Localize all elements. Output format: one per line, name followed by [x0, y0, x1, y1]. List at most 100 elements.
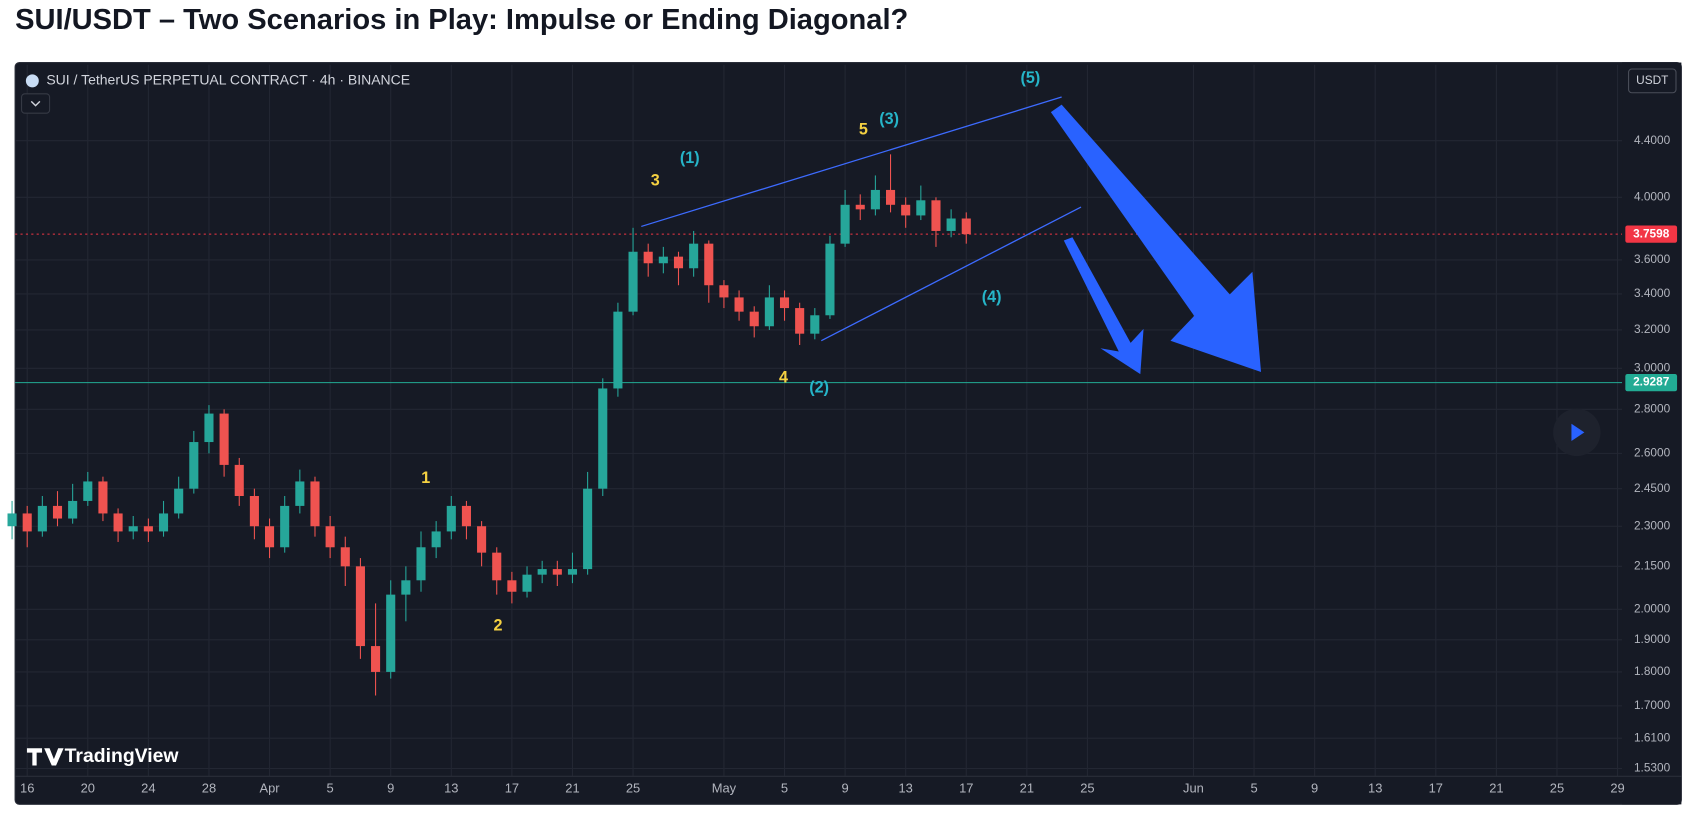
- candle-body: [719, 285, 729, 298]
- candle-body: [158, 513, 169, 532]
- y-tick-label: 1.5300: [1634, 761, 1671, 775]
- candle-body: [673, 256, 684, 269]
- candle-body: [522, 574, 532, 592]
- candle-body: [265, 526, 275, 548]
- candle-body: [431, 531, 441, 548]
- y-tick-label: 2.8000: [1634, 401, 1671, 415]
- wave-label: 1: [421, 469, 430, 487]
- wave-label: 4: [779, 369, 788, 387]
- candle-body: [689, 243, 699, 269]
- y-tick-label: 2.6000: [1634, 445, 1671, 459]
- candle-body: [295, 481, 305, 506]
- y-tick-label: 3.0000: [1634, 360, 1671, 374]
- wave-label: (2): [809, 378, 829, 396]
- x-tick-label: 9: [842, 781, 849, 796]
- candle-body: [219, 413, 229, 465]
- candle-body: [355, 566, 365, 647]
- x-tick-label: 5: [1250, 781, 1257, 796]
- lower-trendline: [820, 206, 1082, 342]
- candle-body: [931, 200, 941, 231]
- x-tick-label: 25: [626, 781, 640, 796]
- wave-label: (5): [1021, 69, 1041, 87]
- wave-label: 3: [651, 171, 660, 189]
- candle-body: [83, 481, 93, 501]
- candle-body: [734, 297, 744, 312]
- candle-body: [613, 311, 623, 389]
- candle-body: [113, 513, 123, 532]
- large-arrow: [1050, 104, 1262, 372]
- candle-body: [961, 218, 971, 235]
- candle-body: [704, 243, 714, 286]
- candle-body: [598, 388, 608, 489]
- x-tick-label: 13: [1368, 781, 1382, 796]
- small-arrow: [1063, 237, 1144, 375]
- y-tick-label: 2.1500: [1634, 558, 1671, 572]
- candle-body: [764, 297, 774, 327]
- candle-body: [128, 526, 138, 532]
- y-tick-label: 3.4000: [1634, 286, 1671, 300]
- x-tick-label: 13: [898, 781, 912, 796]
- candle-body: [749, 311, 759, 327]
- x-tick-label: 25: [1080, 781, 1094, 796]
- candle-body: [416, 547, 426, 581]
- candle-body: [840, 204, 850, 244]
- x-tick-label: 17: [959, 781, 973, 796]
- x-tick-label: 24: [141, 781, 155, 796]
- x-tick-label: 29: [1610, 781, 1624, 796]
- y-tick-label: 1.7000: [1634, 698, 1671, 712]
- candle-body: [371, 646, 381, 672]
- x-tick-label: 5: [781, 781, 788, 796]
- post-title: SUI/USDT – Two Scenarios in Play: Impuls…: [15, 4, 908, 36]
- candle-body: [870, 189, 880, 210]
- wave-label: (4): [982, 288, 1002, 306]
- y-tick-label: 2.0000: [1634, 601, 1671, 615]
- candle-body: [825, 243, 835, 316]
- y-tick-label: 1.9000: [1634, 632, 1671, 646]
- candle-body: [310, 481, 320, 527]
- candle-body: [204, 413, 214, 443]
- candle-body: [492, 552, 502, 581]
- wave-label: 2: [493, 617, 502, 635]
- y-tick-label: 4.4000: [1634, 133, 1671, 147]
- x-tick-label: 20: [81, 781, 95, 796]
- candle-body: [916, 200, 926, 216]
- collapse-button[interactable]: [21, 93, 51, 114]
- candles: [7, 154, 971, 696]
- candle-body: [477, 526, 487, 553]
- y-tick-label: 2.3000: [1634, 518, 1671, 532]
- candle-body: [810, 315, 820, 334]
- y-tick-label: 2.4500: [1634, 481, 1671, 495]
- candle-body: [401, 580, 411, 595]
- x-tick-label: 25: [1550, 781, 1564, 796]
- x-tick-label: 28: [202, 781, 216, 796]
- candle-body: [234, 464, 244, 497]
- x-tick-label: May: [712, 781, 737, 796]
- price-lines: [15, 233, 1623, 384]
- watermark: TradingView: [65, 745, 180, 767]
- candle-body: [507, 580, 517, 592]
- price-tag: [1625, 373, 1678, 392]
- candle-body: [52, 505, 63, 519]
- candle-body: [643, 251, 653, 264]
- y-tick-label: 1.6100: [1634, 730, 1671, 744]
- y-tick-label: 1.8000: [1634, 664, 1671, 678]
- x-tick-label: 9: [1311, 781, 1318, 796]
- candle-body: [22, 513, 32, 532]
- x-tick-label: 16: [20, 781, 34, 796]
- chevron-icon: [30, 100, 41, 107]
- candle-body: [446, 505, 456, 532]
- y-tick-label: 3.6000: [1634, 252, 1671, 266]
- candle-body: [249, 496, 259, 527]
- candle-body: [340, 547, 350, 567]
- drawings: [641, 96, 1262, 375]
- currency-button[interactable]: [1628, 68, 1677, 94]
- candle-body: [583, 488, 593, 570]
- chart-panel: [14, 61, 1682, 805]
- play-icon: [1571, 423, 1585, 442]
- x-tick-label: 21: [1020, 781, 1034, 796]
- y-tick-label: 3.2000: [1634, 322, 1671, 336]
- candle-body: [795, 308, 805, 334]
- x-tick-label: 5: [327, 781, 334, 796]
